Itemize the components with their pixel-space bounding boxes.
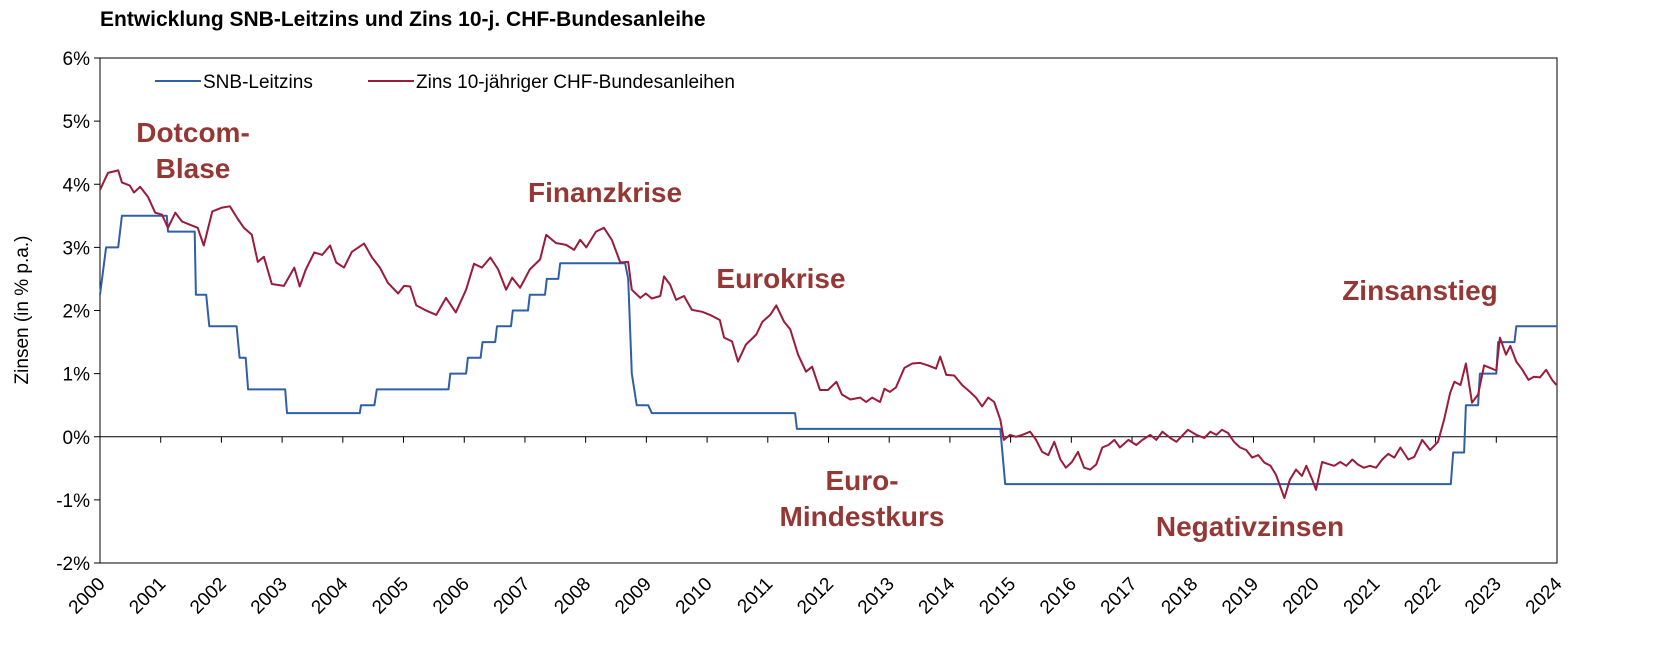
x-tick-label: 2016 (1036, 574, 1081, 619)
series-line (99, 214, 1557, 486)
y-tick-label: 0% (63, 428, 91, 449)
y-tick-label: 2% (63, 302, 91, 323)
y-axis-label: Zinsen (in % p.a.) (12, 236, 33, 385)
annotation: Zinsanstieg (1342, 275, 1498, 306)
x-tick-label: 2007 (490, 574, 535, 619)
x-tick-label: 2009 (611, 574, 656, 619)
x-tick-label: 2015 (975, 574, 1020, 619)
x-tick-label: 2013 (854, 574, 899, 619)
x-tick-label: 2024 (1522, 573, 1567, 618)
x-tick-label: 2021 (1340, 574, 1385, 619)
x-tick-label: 2023 (1461, 574, 1506, 619)
x-tick-label: 2008 (550, 574, 595, 619)
x-tick-label: 2003 (247, 574, 292, 619)
x-tick-label: 2011 (734, 574, 778, 618)
annotation: Blase (156, 153, 231, 184)
x-tick-label: 2014 (915, 573, 960, 618)
x-tick-label: 2004 (308, 573, 353, 618)
y-tick-label: 5% (63, 112, 91, 133)
y-tick-label: 1% (63, 365, 91, 386)
legend-label: SNB-Leitzins (203, 72, 313, 93)
x-tick-label: 2022 (1400, 574, 1445, 619)
y-tick-label: 4% (63, 175, 91, 196)
x-tick-label: 2017 (1097, 574, 1142, 619)
x-tick-label: 2018 (1158, 574, 1203, 619)
legend-label: Zins 10-jähriger CHF-Bundesanleihen (416, 72, 735, 93)
y-tick-label: -1% (56, 491, 90, 512)
x-tick-label: 2005 (368, 574, 413, 619)
x-tick-label: 2012 (793, 574, 838, 619)
x-tick-label: 2020 (1279, 574, 1324, 619)
x-tick-label: 2006 (429, 574, 474, 619)
chart-title: Entwicklung SNB-Leitzins und Zins 10-j. … (100, 8, 706, 31)
x-tick-label: 2019 (1218, 574, 1263, 619)
series-line (99, 169, 1558, 499)
annotation: Negativzinsen (1156, 511, 1344, 542)
y-tick-label: 3% (63, 238, 91, 259)
y-tick-label: -2% (56, 554, 90, 575)
x-tick-label: 2001 (125, 574, 170, 619)
annotation: Eurokrise (716, 263, 845, 294)
x-tick-label: 2002 (186, 574, 231, 619)
annotation: Euro- (825, 465, 898, 496)
annotation: Finanzkrise (528, 177, 682, 208)
x-tick-label: 2010 (672, 574, 717, 619)
annotation: Mindestkurs (780, 501, 945, 532)
y-tick-label: 6% (63, 49, 91, 70)
annotation: Dotcom- (136, 117, 250, 148)
x-tick-label: 2000 (65, 574, 110, 619)
